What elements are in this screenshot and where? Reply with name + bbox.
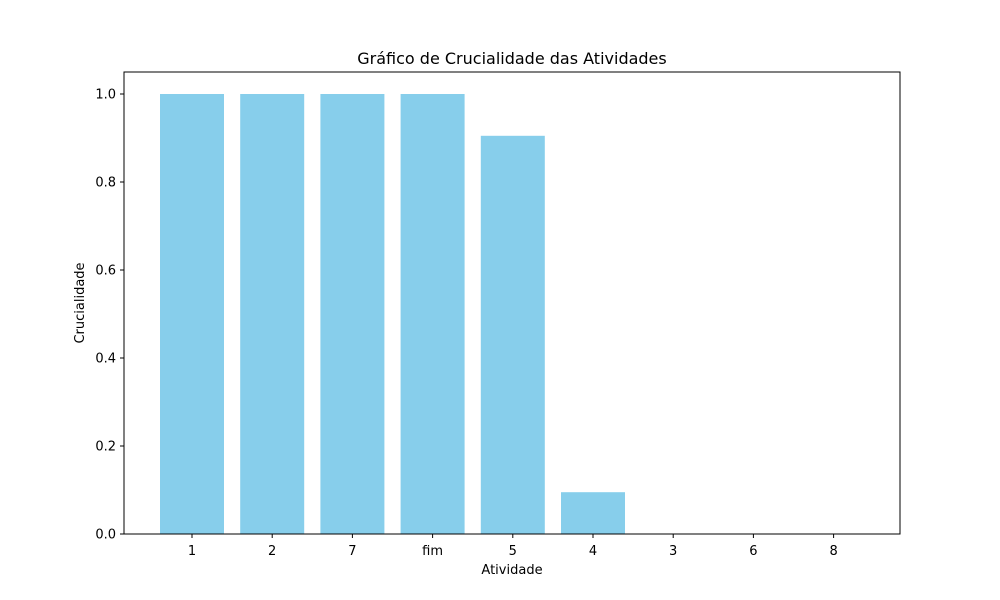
x-axis: 1 2 7 fim 5 4 3 6 8 (188, 534, 838, 559)
plot-frame (123, 71, 901, 535)
x-tick-label: 7 (348, 544, 356, 559)
x-tick-label: fim (422, 544, 443, 559)
y-tick-label: 0.0 (95, 528, 116, 543)
bar-2 (240, 94, 305, 534)
bar-1 (160, 94, 224, 534)
y-axis: 0.0 0.2 0.4 0.6 0.8 1.0 (95, 88, 124, 543)
chart-title: Gráfico de Crucialidade das Atividades (357, 49, 666, 68)
x-axis-label: Atividade (481, 563, 542, 578)
y-tick-label: 0.8 (95, 176, 116, 191)
bar-4 (561, 492, 625, 534)
x-tick-label: 2 (268, 544, 276, 559)
bar-7 (320, 94, 385, 534)
x-tick-label: 6 (749, 544, 757, 559)
x-tick-label: 3 (669, 544, 677, 559)
y-tick-label: 0.2 (95, 440, 116, 455)
x-tick-label: 4 (589, 544, 597, 559)
y-tick-label: 0.6 (95, 264, 116, 279)
y-axis-label: Crucialidade (73, 262, 88, 343)
y-tick-label: 1.0 (95, 88, 116, 103)
bar-fim (400, 94, 465, 534)
x-tick-label: 8 (829, 544, 837, 559)
bar-5 (480, 135, 545, 535)
bars-layer (160, 94, 625, 535)
x-tick-label: 1 (188, 544, 196, 559)
x-tick-label: 5 (509, 544, 517, 559)
y-tick-label: 0.4 (95, 352, 116, 367)
